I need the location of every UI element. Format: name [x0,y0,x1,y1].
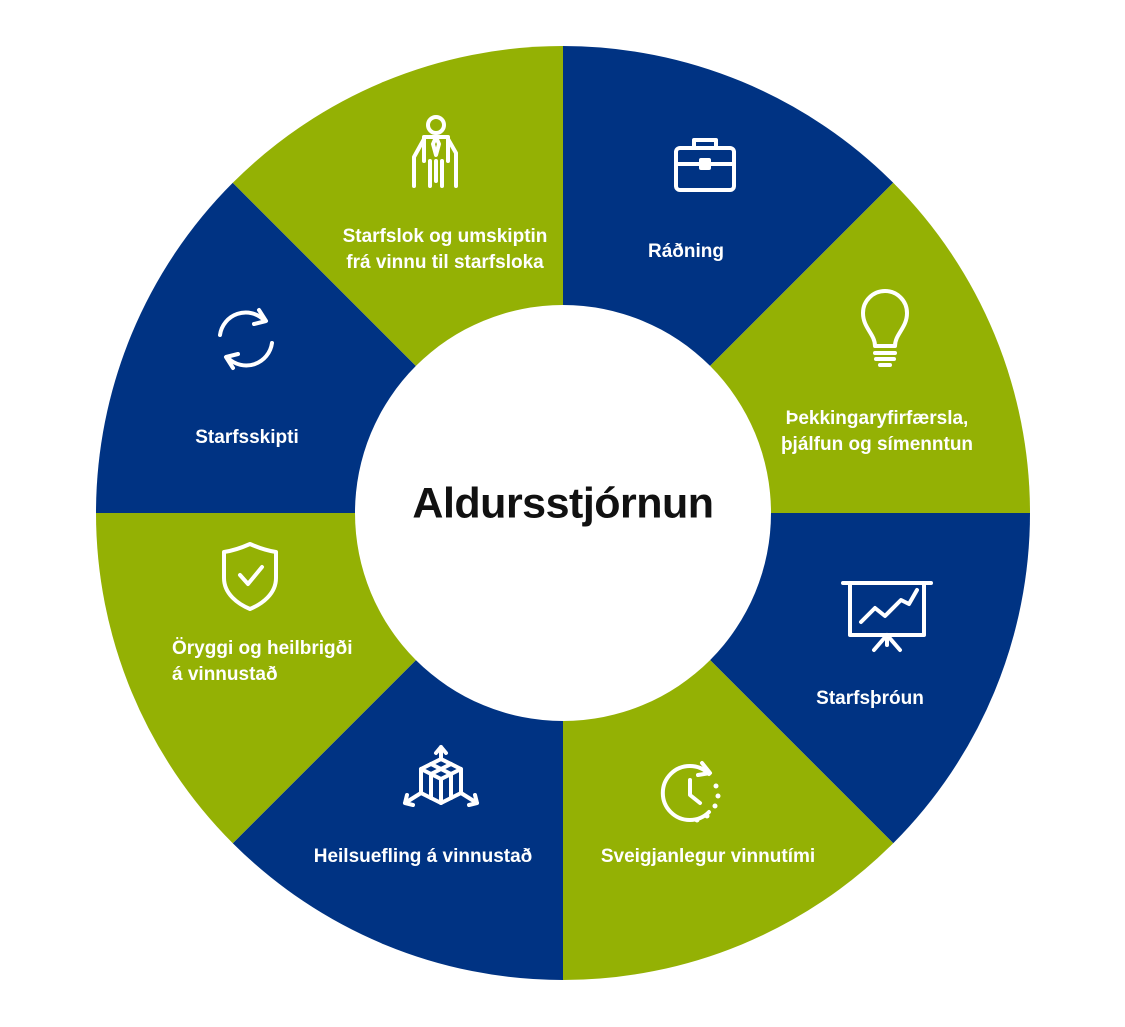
segment-label: Starfsskipti [195,427,298,448]
segment-label: Öryggi og heilbrigði [172,638,353,659]
segment-label: Starfslok og umskiptin [343,226,548,247]
center-title: Aldursstjórnun [412,479,713,527]
segment-label: Starfsþróun [816,688,924,709]
wheel-labels: Ráðning Þekkingaryfirfærsla, þjálfun og … [172,226,973,867]
segment-label: Sveigjanlegur vinnutími [601,846,815,867]
segment-label: Ráðning [648,241,724,262]
center-circle [355,305,771,721]
cube-arrows-icon [403,745,479,807]
clock-icon [660,761,721,823]
lightbulb-icon [861,289,909,367]
segment-label: Heilsuefling á vinnustað [314,846,533,867]
elderly-person-icon [412,115,458,188]
refresh-icon [218,308,274,370]
segment-label: á vinnustað [172,664,278,685]
segment-label: frá vinnu til starfsloka [346,252,544,273]
segment-label: Þekkingaryfirfærsla, [786,408,969,429]
briefcase-icon [674,138,736,192]
presentation-chart-icon [841,581,933,652]
segment-label: þjálfun og símenntun [781,434,973,455]
shield-check-icon [222,542,278,611]
